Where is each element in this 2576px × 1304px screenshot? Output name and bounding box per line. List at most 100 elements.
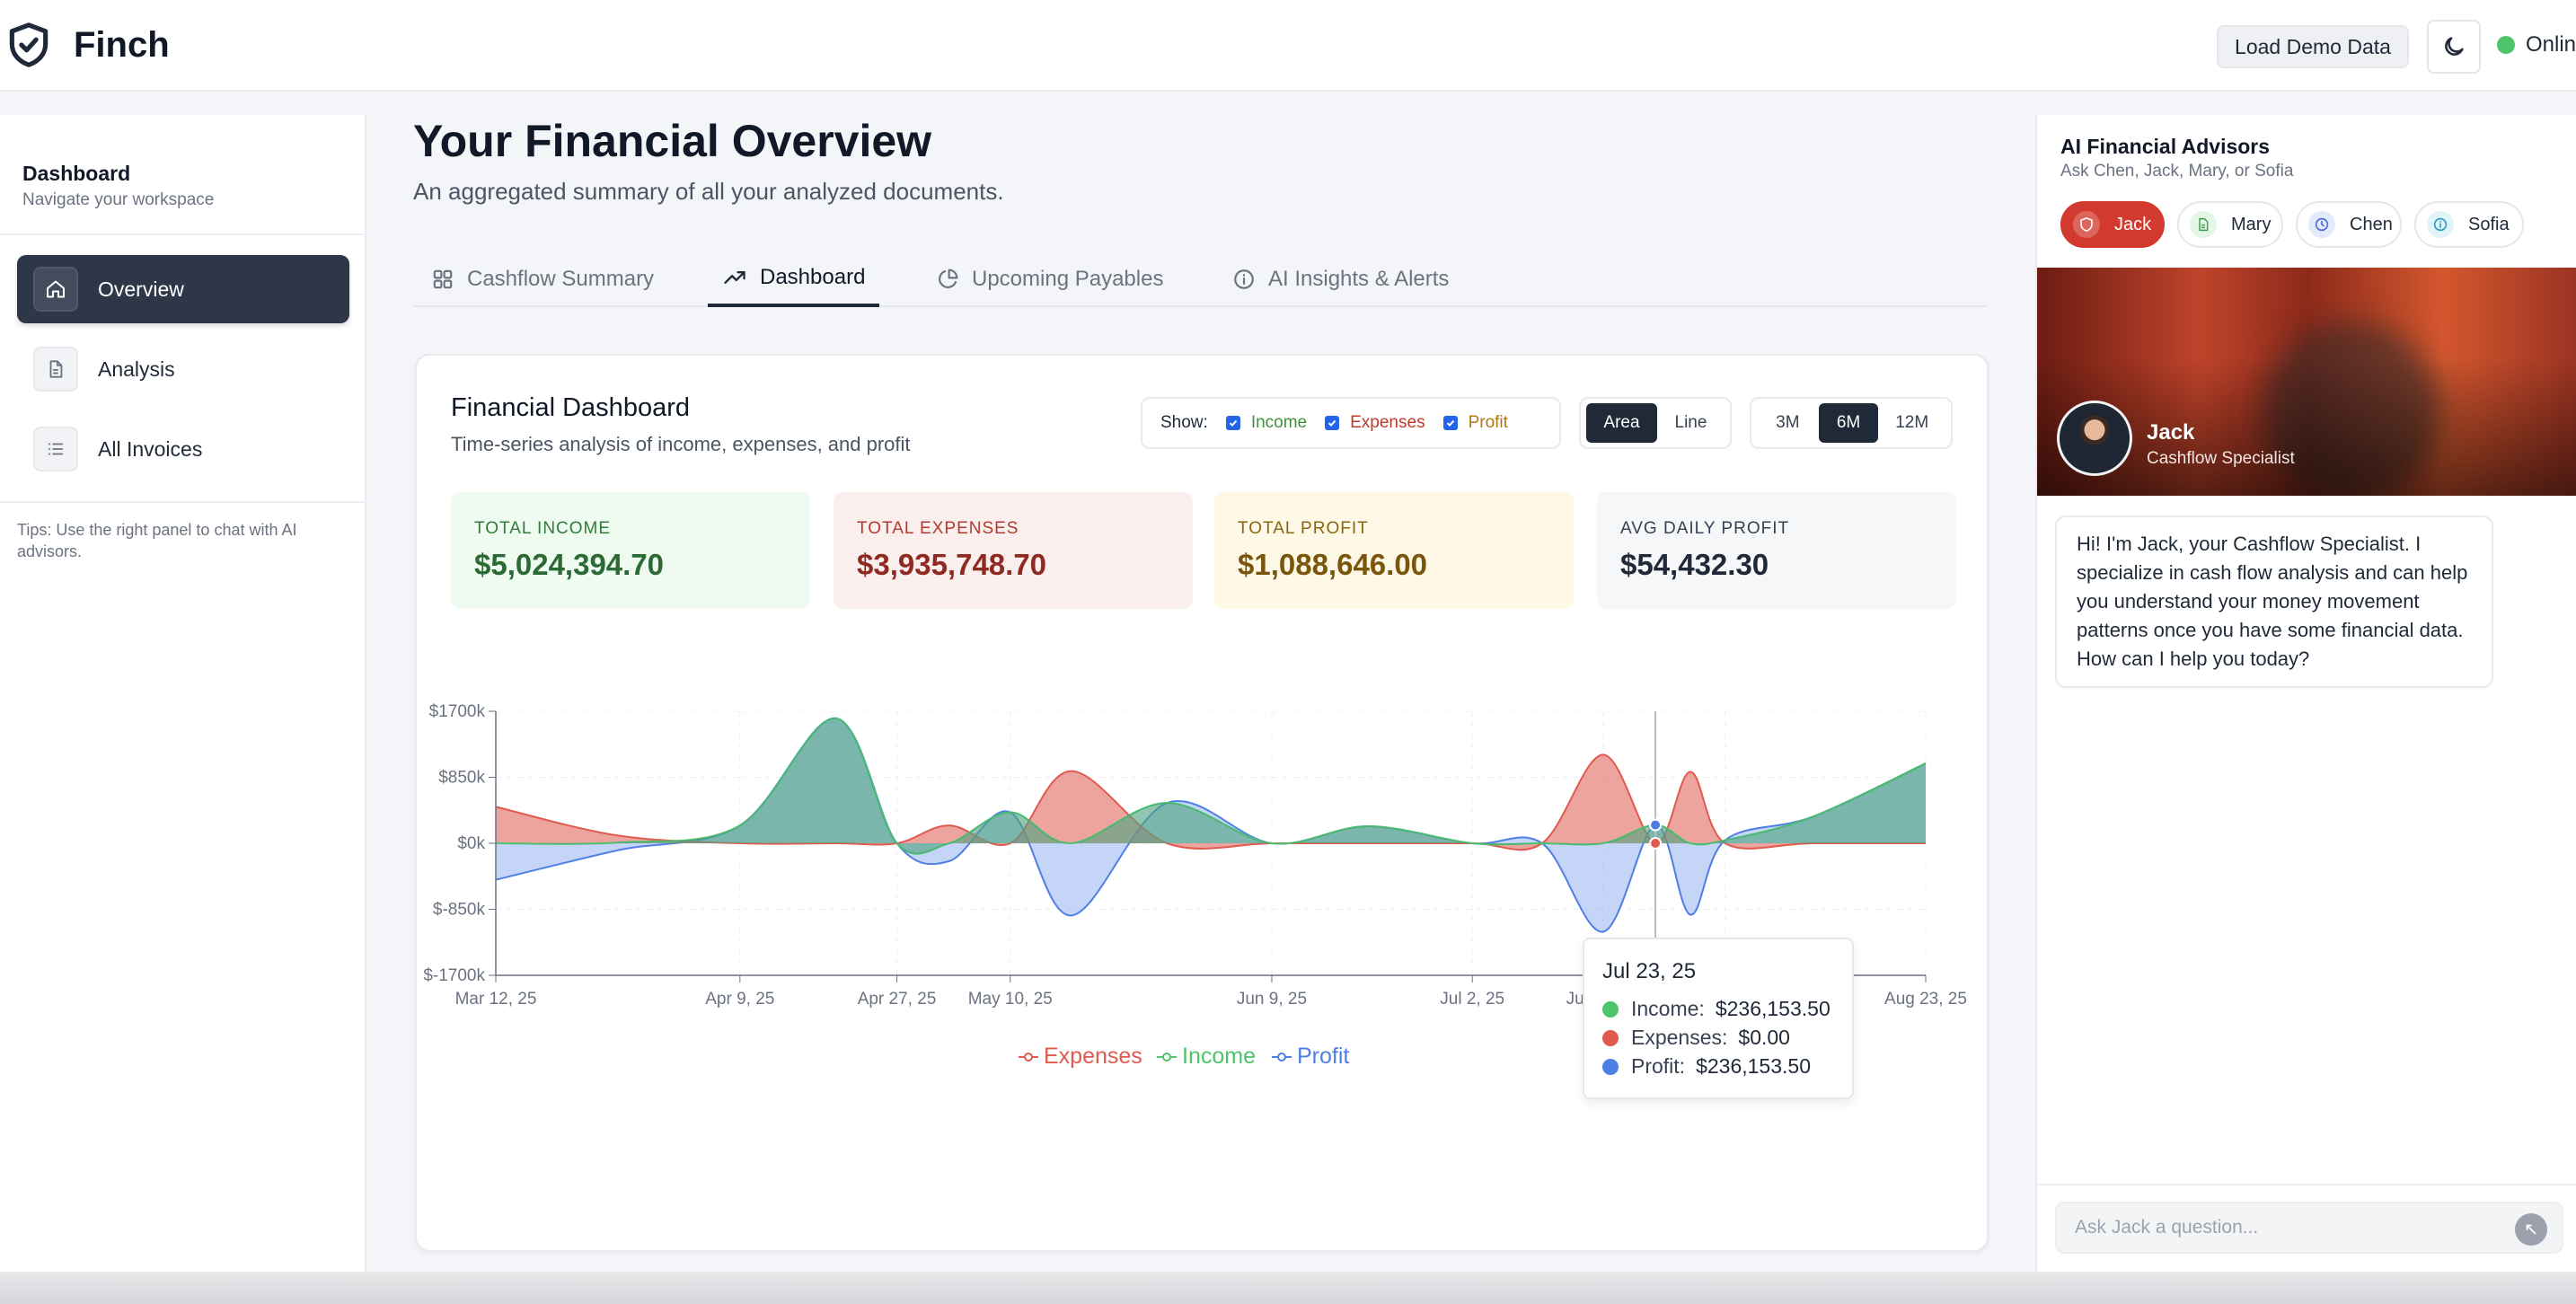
chart-type-selector: Area Line — [1579, 397, 1732, 449]
pie-chart-icon — [936, 268, 959, 291]
series-overlap-income-profit — [496, 718, 1926, 854]
advisor-chip-mary[interactable]: Mary — [2177, 201, 2283, 248]
chart-type-line-button[interactable]: Line — [1674, 413, 1707, 432]
moon-icon — [2445, 37, 2464, 56]
toggle-expenses[interactable]: Expenses — [1325, 413, 1425, 433]
home-icon — [33, 267, 78, 312]
divider — [2037, 1184, 2576, 1185]
advisor-role: Cashflow Specialist — [2147, 449, 2295, 468]
toggle-label: Income — [1250, 413, 1308, 432]
tooltip-row-expenses: Expenses: $0.00 — [1602, 1026, 1790, 1050]
shield-check-icon — [9, 22, 49, 67]
profit-dot-icon — [1602, 1058, 1619, 1075]
range-6m-button[interactable]: 6M — [1818, 403, 1879, 443]
load-demo-data-button[interactable]: Load Demo Data — [2217, 25, 2409, 68]
send-button[interactable] — [2515, 1213, 2547, 1246]
stat-value: $5,024,394.70 — [474, 548, 665, 581]
legend-label-expenses: Expenses — [1044, 1044, 1142, 1069]
advisor-chip-chen[interactable]: Chen — [2296, 201, 2402, 248]
stat-avg-daily-profit: AVG DAILY PROFIT $54,432.30 — [1597, 492, 1956, 609]
card-title: Financial Dashboard — [451, 393, 690, 422]
stat-label: TOTAL INCOME — [474, 519, 612, 538]
advisor-panel: AI Financial Advisors Ask Chen, Jack, Ma… — [2035, 115, 2576, 1272]
sidebar-item-all-invoices[interactable]: All Invoices — [17, 415, 349, 483]
trending-up-icon — [722, 265, 747, 290]
legend-marker — [1162, 1053, 1171, 1062]
status-dot — [2497, 36, 2515, 54]
advisor-chip-jack[interactable]: Jack — [2060, 201, 2165, 248]
income-dot-icon — [1602, 1000, 1619, 1018]
range-12m-button[interactable]: 12M — [1895, 413, 1929, 432]
x-tick-label: Mar 12, 25 — [455, 990, 537, 1009]
tab-ai-insights-alerts[interactable]: AI Insights & Alerts — [1232, 251, 1449, 307]
tab-bar: Cashflow Summary Dashboard Upcoming Paya… — [413, 251, 1987, 307]
chat-input-placeholder: Ask Jack a question... — [2075, 1217, 2259, 1238]
send-icon — [2526, 1224, 2536, 1235]
tab-dashboard[interactable]: Dashboard — [708, 251, 880, 307]
y-tick-label: $0k — [457, 834, 485, 853]
info-icon — [1232, 268, 1256, 291]
stat-total-profit: TOTAL PROFIT $1,088,646.00 — [1214, 492, 1574, 609]
sidebar-item-overview[interactable]: Overview — [17, 255, 349, 323]
stat-value: $3,935,748.70 — [857, 548, 1047, 581]
status-label: Online — [2526, 32, 2576, 57]
sidebar-subtitle: Navigate your workspace — [22, 190, 215, 209]
chip-label: Jack — [2114, 214, 2152, 234]
divider — [0, 233, 366, 235]
bottom-edge — [0, 1272, 2576, 1304]
tooltip-value: $236,153.50 — [1715, 997, 1831, 1020]
x-tick-label: Jun 9, 25 — [1237, 990, 1307, 1009]
stat-total-income: TOTAL INCOME $5,024,394.70 — [451, 492, 810, 609]
page-title: Your Financial Overview — [413, 116, 932, 166]
toggle-label: Profit — [1468, 413, 1508, 432]
tooltip-row-income: Income: $236,153.50 — [1602, 997, 1831, 1021]
chip-label: Sofia — [2468, 214, 2510, 234]
tooltip-value: $236,153.50 — [1696, 1054, 1811, 1078]
checkbox-checked-icon[interactable] — [1442, 416, 1458, 430]
chart-tooltip: Jul 23, 25 Income: $236,153.50 Expenses:… — [1583, 938, 1854, 1099]
stat-value: $54,432.30 — [1620, 548, 1769, 581]
advisor-chip-sofia[interactable]: Sofia — [2414, 201, 2524, 248]
theme-toggle-button[interactable] — [2427, 20, 2481, 74]
sidebar-item-analysis[interactable]: Analysis — [17, 335, 349, 403]
advisor-panel-subtitle: Ask Chen, Jack, Mary, or Sofia — [2060, 162, 2294, 181]
toggle-income[interactable]: Income — [1225, 413, 1308, 433]
toggle-label: Expenses — [1350, 413, 1425, 432]
stat-label: TOTAL PROFIT — [1238, 519, 1369, 538]
grid-icon — [431, 268, 454, 291]
checkbox-checked-icon[interactable] — [1225, 416, 1240, 430]
chart-type-area-button[interactable]: Area — [1586, 403, 1657, 443]
checkbox-checked-icon[interactable] — [1325, 416, 1340, 430]
brand[interactable]: Finch — [4, 20, 170, 70]
document-icon — [2190, 211, 2217, 238]
document-icon — [33, 347, 78, 392]
financial-area-chart[interactable]: $1700k $850k $0k $-850k $-1700k Mar 12, 25 Apr… — [417, 625, 1990, 1236]
app-name: Finch — [74, 24, 170, 65]
list-icon — [33, 427, 78, 471]
x-tick-label: Apr 27, 25 — [858, 990, 937, 1009]
chat-input[interactable]: Ask Jack a question... — [2055, 1202, 2563, 1254]
advisor-name: Jack — [2147, 420, 2195, 445]
shield-icon — [2073, 211, 2100, 238]
tab-label: Upcoming Payables — [972, 267, 1164, 291]
advisor-panel-title: AI Financial Advisors — [2060, 135, 2271, 158]
tooltip-label: Expenses: — [1631, 1026, 1728, 1049]
show-label: Show: — [1160, 413, 1208, 432]
stat-total-expenses: TOTAL EXPENSES $3,935,748.70 — [834, 492, 1193, 609]
tab-upcoming-payables[interactable]: Upcoming Payables — [936, 251, 1163, 307]
toggle-profit[interactable]: Profit — [1442, 413, 1508, 433]
chat-message: Hi! I'm Jack, your Cashflow Specialist. … — [2055, 515, 2493, 688]
tab-cashflow-summary[interactable]: Cashflow Summary — [431, 251, 654, 307]
tooltip-date: Jul 23, 25 — [1602, 959, 1697, 983]
x-tick-label: Aug 23, 25 — [1884, 990, 1967, 1009]
sidebar-title: Dashboard — [22, 162, 131, 185]
tooltip-row-profit: Profit: $236,153.50 — [1602, 1054, 1811, 1079]
sidebar: Dashboard Navigate your workspace Overvi… — [0, 115, 366, 1272]
y-tick-label: $850k — [438, 769, 485, 788]
range-3m-button[interactable]: 3M — [1776, 413, 1800, 432]
tooltip-value: $0.00 — [1738, 1026, 1790, 1049]
hover-point-expenses — [1649, 837, 1663, 850]
x-tick-label: Jul 2, 25 — [1440, 990, 1504, 1009]
tooltip-label: Profit: — [1631, 1054, 1686, 1078]
sidebar-item-label: All Invoices — [98, 436, 203, 461]
